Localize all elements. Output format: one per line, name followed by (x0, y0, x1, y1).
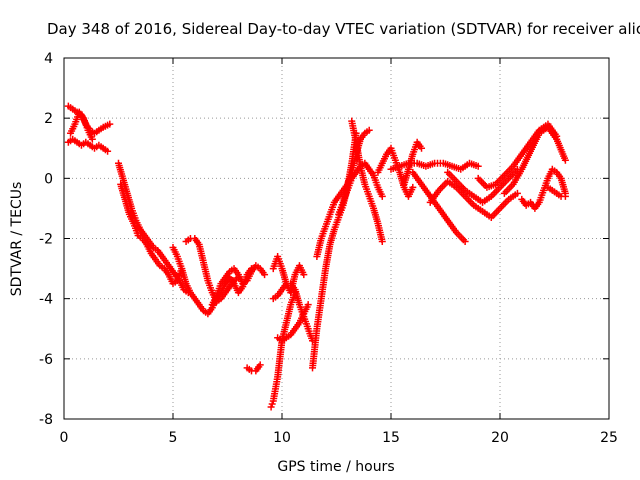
series-arc22 (426, 177, 521, 221)
grid (64, 58, 609, 419)
series-arc17 (348, 117, 386, 246)
x-tick-label: 0 (60, 430, 69, 446)
series-arc25 (500, 123, 569, 197)
series-arc3 (67, 108, 96, 143)
series-arc20 (400, 138, 426, 188)
data-point (513, 189, 521, 197)
x-tick-label: 5 (169, 430, 178, 446)
x-axis-label: GPS time / hours (277, 459, 394, 475)
series-arc7 (182, 235, 242, 306)
data-point (88, 135, 96, 143)
x-tick-label: 15 (382, 430, 400, 446)
data-point (304, 301, 312, 309)
y-tick-label: -2 (39, 232, 53, 248)
data-point (365, 126, 373, 134)
data-point (261, 271, 269, 279)
data-point (378, 238, 386, 246)
data-point (256, 361, 264, 369)
y-tick-label: 0 (44, 171, 53, 187)
series-arc27 (544, 183, 569, 200)
data-point (461, 238, 469, 246)
series-arc10 (267, 289, 299, 411)
data-point (409, 183, 417, 191)
y-tick-label: 2 (44, 111, 53, 127)
data-point (378, 192, 386, 200)
tick-labels: 0 5 10 15 20 25 -8 -6 -4 -2 0 2 4 (39, 51, 618, 446)
series-arc16 (335, 159, 386, 218)
x-tick-label: 10 (273, 430, 291, 446)
series-arc5 (117, 180, 186, 288)
y-tick-label: -4 (39, 292, 53, 308)
series-arc8 (208, 262, 269, 309)
data-points (64, 102, 569, 411)
data-point (418, 144, 426, 152)
series-arc12 (274, 301, 312, 345)
chart-title: Day 348 of 2016, Sidereal Day-to-day VTE… (47, 20, 640, 38)
data-point (300, 271, 308, 279)
series-arc13 (269, 253, 308, 297)
series-arc23 (444, 165, 521, 206)
data-point (561, 156, 569, 164)
series-arc1 (64, 135, 112, 155)
x-tick-label: 25 (600, 430, 618, 446)
y-axis-label: SDTVAR / TECUs (9, 182, 25, 297)
axis-ticks (63, 57, 610, 420)
data-point (106, 120, 114, 128)
series-arc9 (243, 361, 264, 375)
x-tick-label: 20 (491, 430, 509, 446)
data-point (561, 192, 569, 200)
data-point (474, 162, 482, 170)
y-tick-label: 4 (44, 51, 53, 67)
series-arc6 (169, 244, 255, 318)
y-tick-label: -8 (39, 412, 53, 428)
y-tick-label: -6 (39, 352, 53, 368)
data-point (104, 147, 112, 155)
